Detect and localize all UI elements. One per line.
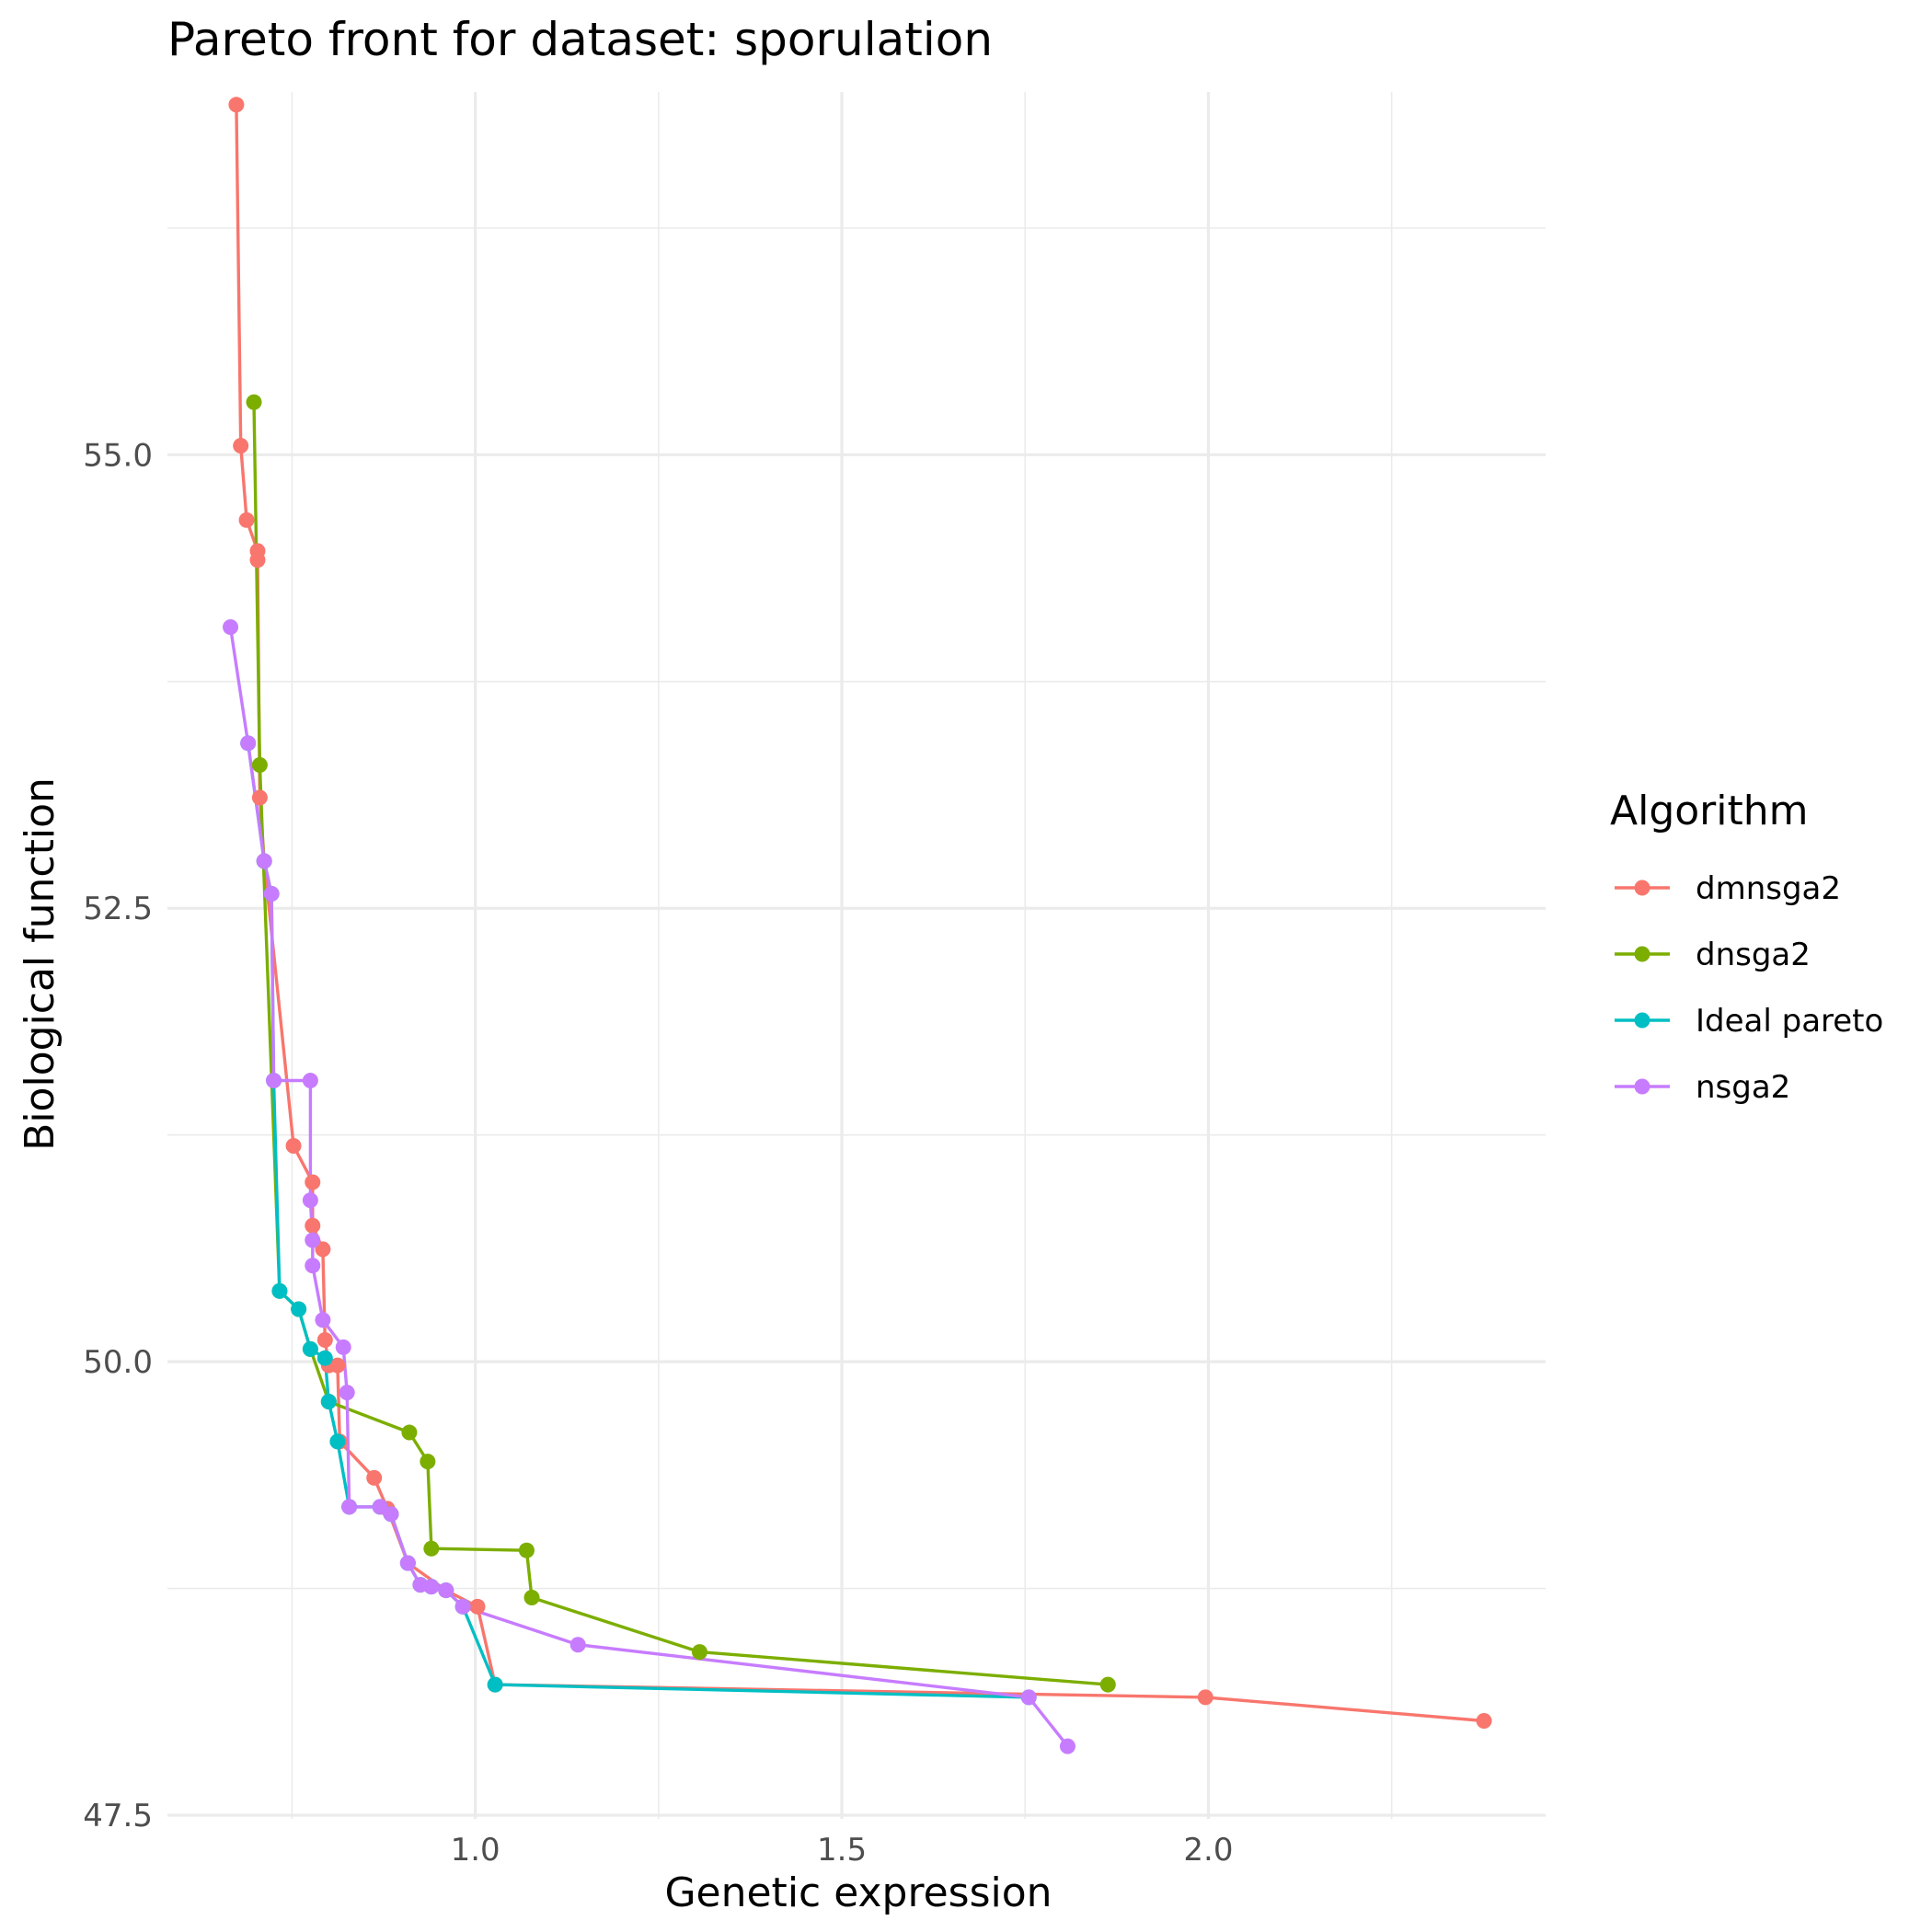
data-point-dnsga2 bbox=[251, 756, 268, 773]
y-tick-label: 52.5 bbox=[83, 891, 153, 927]
data-point-nsga2 bbox=[256, 853, 272, 869]
data-point-ideal-pareto bbox=[271, 1282, 288, 1299]
x-axis-title: Genetic expression bbox=[664, 1869, 1052, 1916]
data-point-dnsga2 bbox=[423, 1540, 440, 1557]
data-point-ideal-pareto bbox=[302, 1340, 318, 1357]
series-line-nsga2 bbox=[228, 627, 1069, 1748]
data-point-ideal-pareto bbox=[487, 1676, 503, 1693]
data-point-nsga2 bbox=[569, 1637, 586, 1653]
x-tick-label: 1.0 bbox=[451, 1832, 500, 1869]
series-points bbox=[223, 97, 1492, 1754]
y-tick-label: 50.0 bbox=[83, 1344, 153, 1381]
data-point-nsga2 bbox=[263, 885, 280, 902]
data-point-nsga2 bbox=[438, 1582, 454, 1599]
data-point-nsga2 bbox=[372, 1499, 388, 1515]
data-point-ideal-pareto bbox=[316, 1350, 333, 1366]
data-point-nsga2 bbox=[335, 1339, 351, 1355]
legend-label: nsga2 bbox=[1696, 1069, 1790, 1106]
data-point-dmnsga2 bbox=[238, 512, 255, 528]
data-point-dmnsga2 bbox=[329, 1357, 346, 1374]
data-point-nsga2 bbox=[302, 1192, 318, 1209]
data-point-dmnsga2 bbox=[249, 552, 266, 569]
series-line-dmnsga2 bbox=[235, 104, 1485, 1723]
legend-key-point bbox=[1634, 1012, 1650, 1029]
data-point-nsga2 bbox=[1020, 1689, 1037, 1706]
data-point-nsga2 bbox=[454, 1598, 471, 1615]
legend-label: dnsga2 bbox=[1696, 937, 1811, 973]
data-point-dmnsga2 bbox=[1476, 1713, 1492, 1730]
data-point-dmnsga2 bbox=[316, 1331, 333, 1348]
legend-items: dmnsga2 dnsga2 Ideal pareto nsga2 bbox=[1615, 870, 1883, 1106]
data-point-dnsga2 bbox=[420, 1454, 436, 1470]
y-tick-label: 55.0 bbox=[83, 437, 153, 474]
data-point-nsga2 bbox=[302, 1073, 318, 1089]
data-point-dnsga2 bbox=[1099, 1676, 1116, 1693]
data-point-nsga2 bbox=[305, 1258, 321, 1274]
data-point-dmnsga2 bbox=[305, 1174, 321, 1190]
data-point-ideal-pareto bbox=[320, 1394, 337, 1410]
legend-key-point bbox=[1634, 880, 1650, 896]
data-point-dnsga2 bbox=[691, 1644, 707, 1661]
legend-item-dmnsga2: dmnsga2 bbox=[1615, 870, 1841, 907]
legend-label: dmnsga2 bbox=[1696, 870, 1841, 907]
y-tick-labels: 47.5 50.0 52.5 55.0 bbox=[83, 437, 153, 1834]
data-point-ideal-pareto bbox=[291, 1301, 307, 1317]
legend-key-point bbox=[1634, 946, 1650, 962]
data-point-nsga2 bbox=[315, 1312, 331, 1328]
y-tick-label: 47.5 bbox=[83, 1798, 153, 1834]
x-tick-label: 2.0 bbox=[1183, 1832, 1233, 1869]
data-point-dnsga2 bbox=[401, 1424, 418, 1441]
legend-item-nsga2: nsga2 bbox=[1615, 1069, 1790, 1106]
series-line-ideal-pareto bbox=[246, 742, 1029, 1699]
x-tick-label: 1.5 bbox=[817, 1832, 867, 1869]
data-point-dmnsga2 bbox=[1197, 1689, 1213, 1706]
data-point-nsga2 bbox=[399, 1555, 416, 1571]
legend: Algorithm dmnsga2 dnsga2 Ideal pareto nsga2 bbox=[1610, 788, 1883, 1106]
legend-item-dnsga2: dnsga2 bbox=[1615, 937, 1811, 973]
data-point-dmnsga2 bbox=[305, 1217, 321, 1234]
gridlines bbox=[167, 92, 1546, 1819]
data-point-dmnsga2 bbox=[251, 789, 268, 806]
data-point-dmnsga2 bbox=[233, 437, 249, 454]
data-point-dmnsga2 bbox=[469, 1598, 486, 1615]
data-point-nsga2 bbox=[339, 1385, 355, 1401]
data-point-nsga2 bbox=[383, 1506, 399, 1523]
chart-title: Pareto front for dataset: sporulation bbox=[167, 13, 993, 66]
data-point-dmnsga2 bbox=[315, 1241, 331, 1258]
x-tick-labels: 1.0 1.5 2.0 bbox=[451, 1832, 1234, 1869]
data-point-nsga2 bbox=[223, 619, 239, 636]
data-point-nsga2 bbox=[1059, 1738, 1075, 1754]
data-point-nsga2 bbox=[423, 1579, 440, 1595]
data-point-dnsga2 bbox=[246, 394, 262, 410]
legend-item-ideal-pareto: Ideal pareto bbox=[1615, 1003, 1883, 1040]
data-point-dmnsga2 bbox=[228, 97, 245, 113]
data-point-dmnsga2 bbox=[366, 1469, 383, 1486]
data-point-dnsga2 bbox=[523, 1589, 540, 1605]
series-lines bbox=[228, 104, 1485, 1748]
data-point-nsga2 bbox=[240, 735, 257, 752]
data-point-ideal-pareto bbox=[329, 1433, 346, 1450]
data-point-nsga2 bbox=[266, 1073, 282, 1089]
data-point-nsga2 bbox=[305, 1232, 321, 1248]
data-point-dnsga2 bbox=[518, 1542, 535, 1558]
data-point-nsga2 bbox=[341, 1499, 358, 1515]
legend-title: Algorithm bbox=[1610, 788, 1809, 834]
legend-key-point bbox=[1634, 1078, 1650, 1095]
data-point-dmnsga2 bbox=[285, 1138, 302, 1155]
y-axis-title: Biological function bbox=[17, 777, 63, 1151]
legend-label: Ideal pareto bbox=[1696, 1003, 1883, 1040]
